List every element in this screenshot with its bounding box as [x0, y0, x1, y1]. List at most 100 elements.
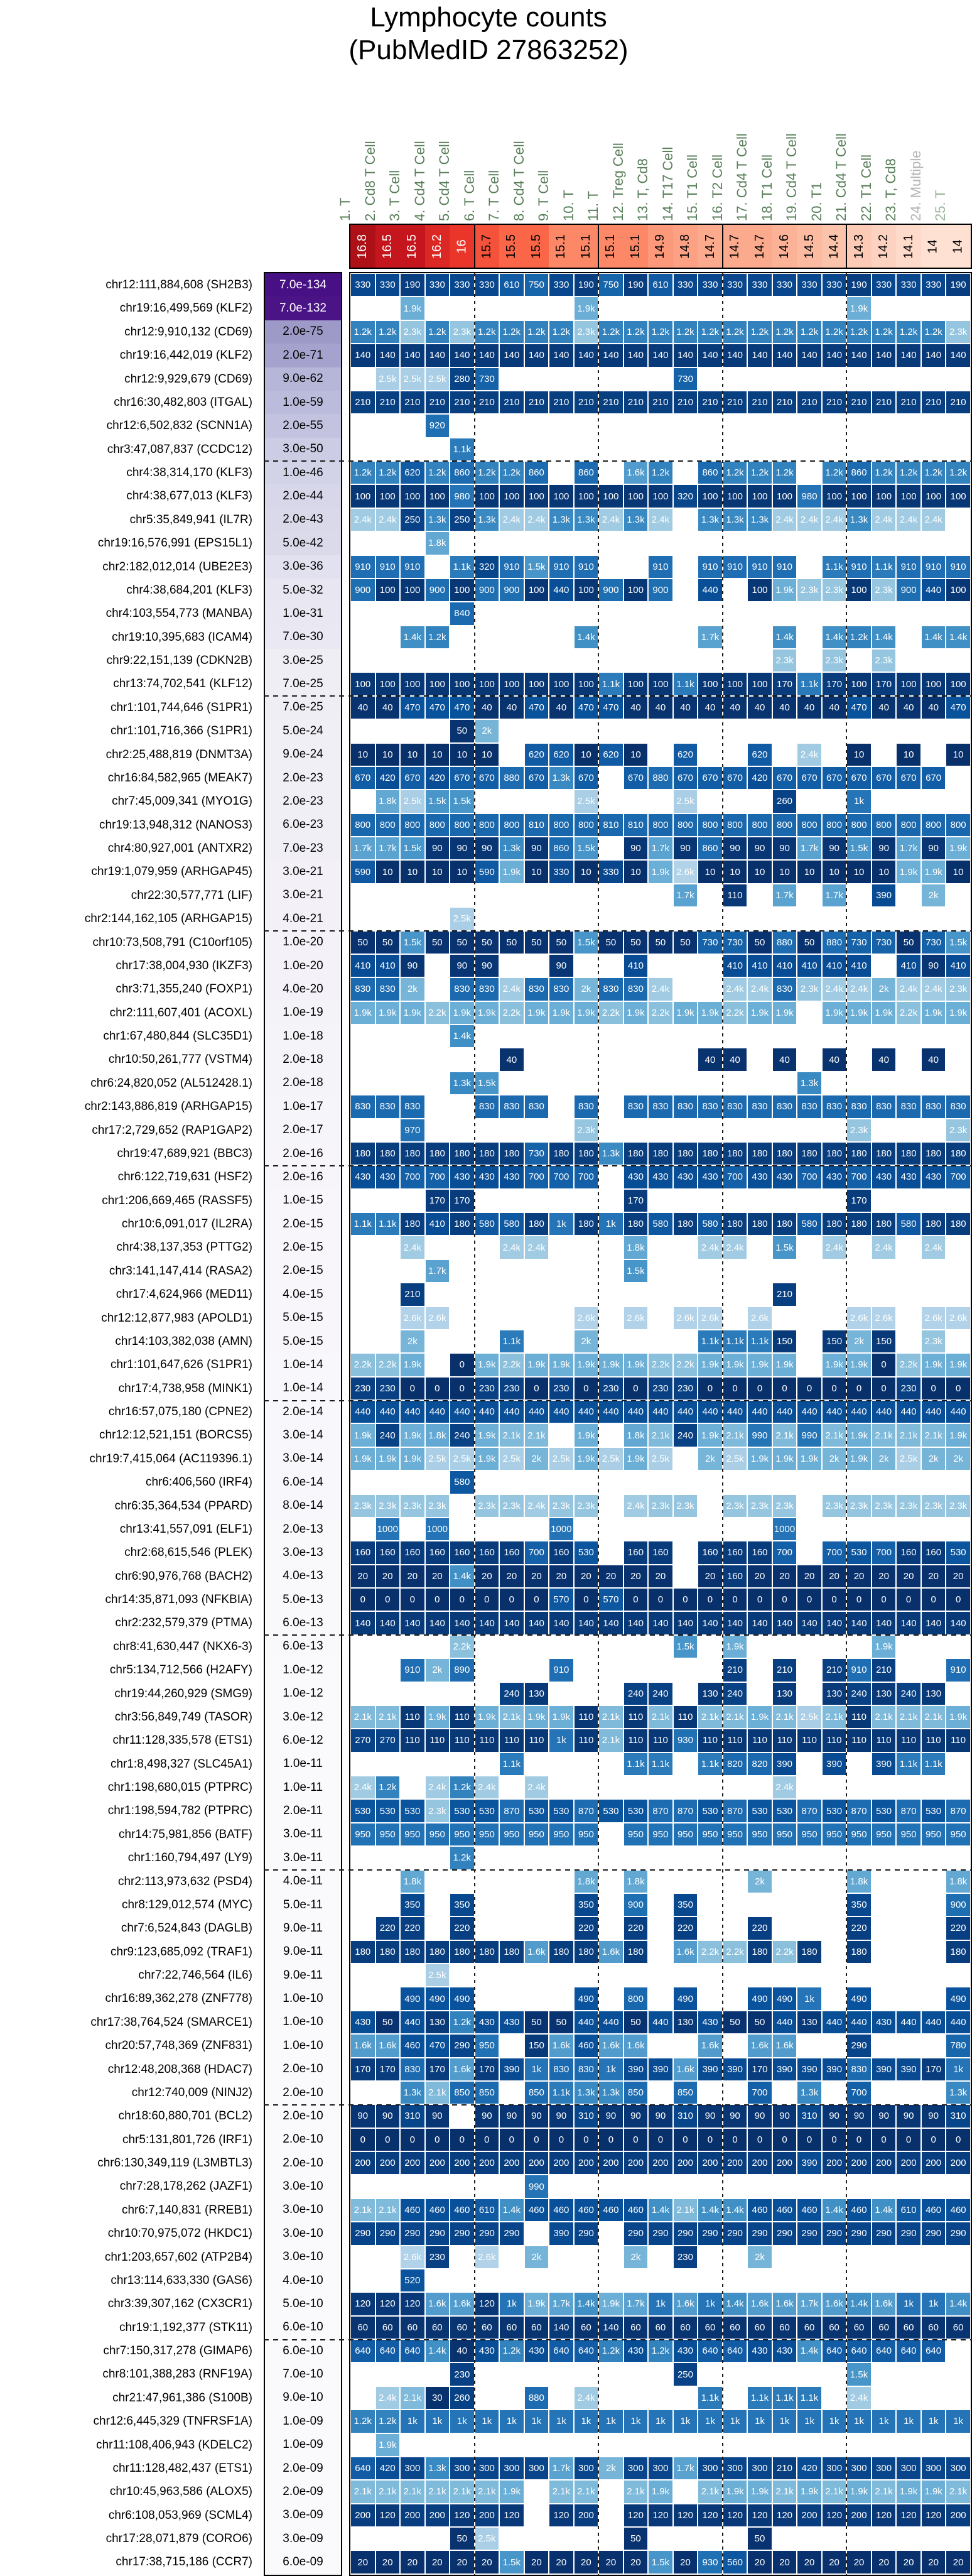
heatmap-cell [350, 883, 375, 908]
heatmap-cell: 160 [747, 1541, 772, 1565]
heatmap-cell: 20 [821, 2550, 847, 2574]
heatmap-cell: 0 [846, 1588, 872, 1612]
heatmap-cell: 330 [871, 273, 897, 297]
heatmap-cell [549, 2245, 574, 2269]
heatmap-cell: 800 [797, 813, 822, 837]
heatmap-cell: 210 [846, 390, 872, 415]
heatmap-cell: 20 [772, 1564, 797, 1588]
heatmap-cell: 2k [871, 1447, 897, 1471]
heatmap-cell: 40 [474, 695, 500, 720]
heatmap-cell [474, 2175, 500, 2198]
heatmap-cell [375, 2175, 401, 2198]
heatmap-cell: 90 [549, 2104, 574, 2128]
heatmap-cell [871, 1846, 897, 1870]
row-label: chr3:39,307,162 (CX3CR1) [107, 2297, 252, 2311]
heatmap-cell [598, 461, 623, 485]
heatmap-cell: 1.9k [474, 1001, 500, 1024]
pvalue-chip: 7.0e-134 [265, 273, 341, 297]
heatmap-cell [772, 1188, 797, 1212]
heatmap-cell [598, 531, 623, 555]
heatmap-cell: 2.3k [871, 649, 897, 673]
heatmap-cell [623, 367, 649, 391]
heatmap-cell: 100 [499, 672, 524, 696]
heatmap-cell [920, 2527, 946, 2551]
heatmap-cell [499, 2175, 524, 2198]
heatmap-cell: 10 [772, 860, 797, 884]
heatmap-cell: 230 [896, 1376, 921, 1400]
heatmap-cell: 0 [698, 2128, 723, 2151]
heatmap-cell: 290 [623, 2222, 649, 2246]
row-label: chr2:25,488,819 (DNMT3A) [105, 747, 252, 761]
heatmap-cell [648, 296, 673, 320]
heatmap-cell [573, 1658, 599, 1682]
heatmap-cell: 50 [672, 930, 698, 954]
heatmap-cell: 270 [375, 1729, 401, 1753]
heatmap-cell: 1.8k [424, 1423, 450, 1447]
heatmap-cell: 140 [821, 1611, 847, 1635]
heatmap-row: 1.7k 1.7k 1.5k 90 90 90 1.3k 90 860 1.5k 90 1.7k 90 8… [350, 837, 971, 861]
heatmap-cell: 1k [672, 2410, 698, 2433]
heatmap-cell: 120 [375, 2503, 401, 2527]
heatmap-cell: 890 [450, 1658, 475, 1682]
heatmap-cell: 810 [623, 813, 649, 837]
heatmap-cell: 240 [846, 1682, 872, 1705]
heatmap-cell: 440 [623, 1400, 649, 1424]
heatmap-cell: 1.9k [698, 1423, 723, 1447]
heatmap-cell [450, 2433, 475, 2457]
heatmap-cell: 2.2k [896, 1001, 921, 1024]
heatmap-cell [499, 296, 524, 320]
heatmap-cell [573, 1634, 599, 1659]
heatmap-cell [549, 1964, 574, 1987]
heatmap-cell: 210 [648, 390, 673, 415]
heatmap-cell [896, 1658, 921, 1682]
heatmap-cell [400, 719, 425, 743]
heatmap-cell: 950 [474, 2034, 500, 2058]
heatmap-cell [772, 1869, 797, 1893]
heatmap-cell [698, 954, 723, 978]
heatmap-cell: 1.2k [747, 320, 772, 344]
heatmap-cell: 530 [524, 1799, 549, 1823]
heatmap-cell: 470 [424, 2034, 450, 2058]
heatmap-cell [747, 907, 772, 931]
heatmap-cell [573, 1964, 599, 1987]
heatmap-cell [400, 414, 425, 438]
column-group-separator [473, 273, 475, 2575]
heatmap-cell [623, 437, 649, 461]
heatmap-cell [623, 1283, 649, 1307]
heatmap-cell: 1.5k [648, 2550, 673, 2574]
heatmap-cell [400, 1752, 425, 1776]
heatmap-cell [946, 1048, 971, 1072]
row-label: chr4:80,927,001 (ANTXR2) [107, 842, 252, 855]
heatmap-cell: 140 [920, 1611, 946, 1635]
heatmap-cell: 2.4k [821, 1236, 847, 1259]
heatmap-cell: 50 [747, 930, 772, 954]
heatmap-cell [821, 602, 847, 626]
pvalue-chip: 4.0e-13 [265, 1564, 341, 1588]
heatmap-cell: 2.3k [400, 1494, 425, 1518]
heatmap-cell: 2.2k [375, 1353, 401, 1377]
row-label: chr19:7,415,064 (AC119396.1) [89, 1452, 253, 1465]
heatmap-cell [450, 296, 475, 320]
heatmap-cell [920, 1893, 946, 1917]
heatmap-cell [499, 2386, 524, 2410]
heatmap-cell [797, 1283, 822, 1307]
row-label: chr1:198,594,782 (PTPRC) [107, 1804, 252, 1818]
heatmap-cell: 1.2k [772, 461, 797, 485]
heatmap-cell [747, 1048, 772, 1072]
heatmap-cell [772, 2245, 797, 2269]
heatmap-cell: 1k [797, 2410, 822, 2433]
heatmap-row: 350 350 350 900 350 350 900 [350, 1893, 971, 1917]
heatmap-cell [648, 719, 673, 743]
heatmap-cell: 440 [722, 1400, 748, 1424]
heatmap-cell: 40 [920, 1048, 946, 1072]
pvalue-chip: 9.0e-24 [265, 742, 341, 766]
heatmap-cell: 180 [672, 1141, 698, 1166]
heatmap-cell: 460 [797, 2198, 822, 2222]
heatmap-cell: 1k [698, 2292, 723, 2316]
heatmap-cell: 2.1k [375, 1705, 401, 1729]
heatmap-cell [524, 1893, 549, 1917]
heatmap-cell: 430 [375, 1165, 401, 1189]
heatmap-cell [524, 649, 549, 673]
pvalue-chip: 3.0e-10 [265, 2175, 341, 2198]
heatmap-cell: 0 [573, 2128, 599, 2151]
